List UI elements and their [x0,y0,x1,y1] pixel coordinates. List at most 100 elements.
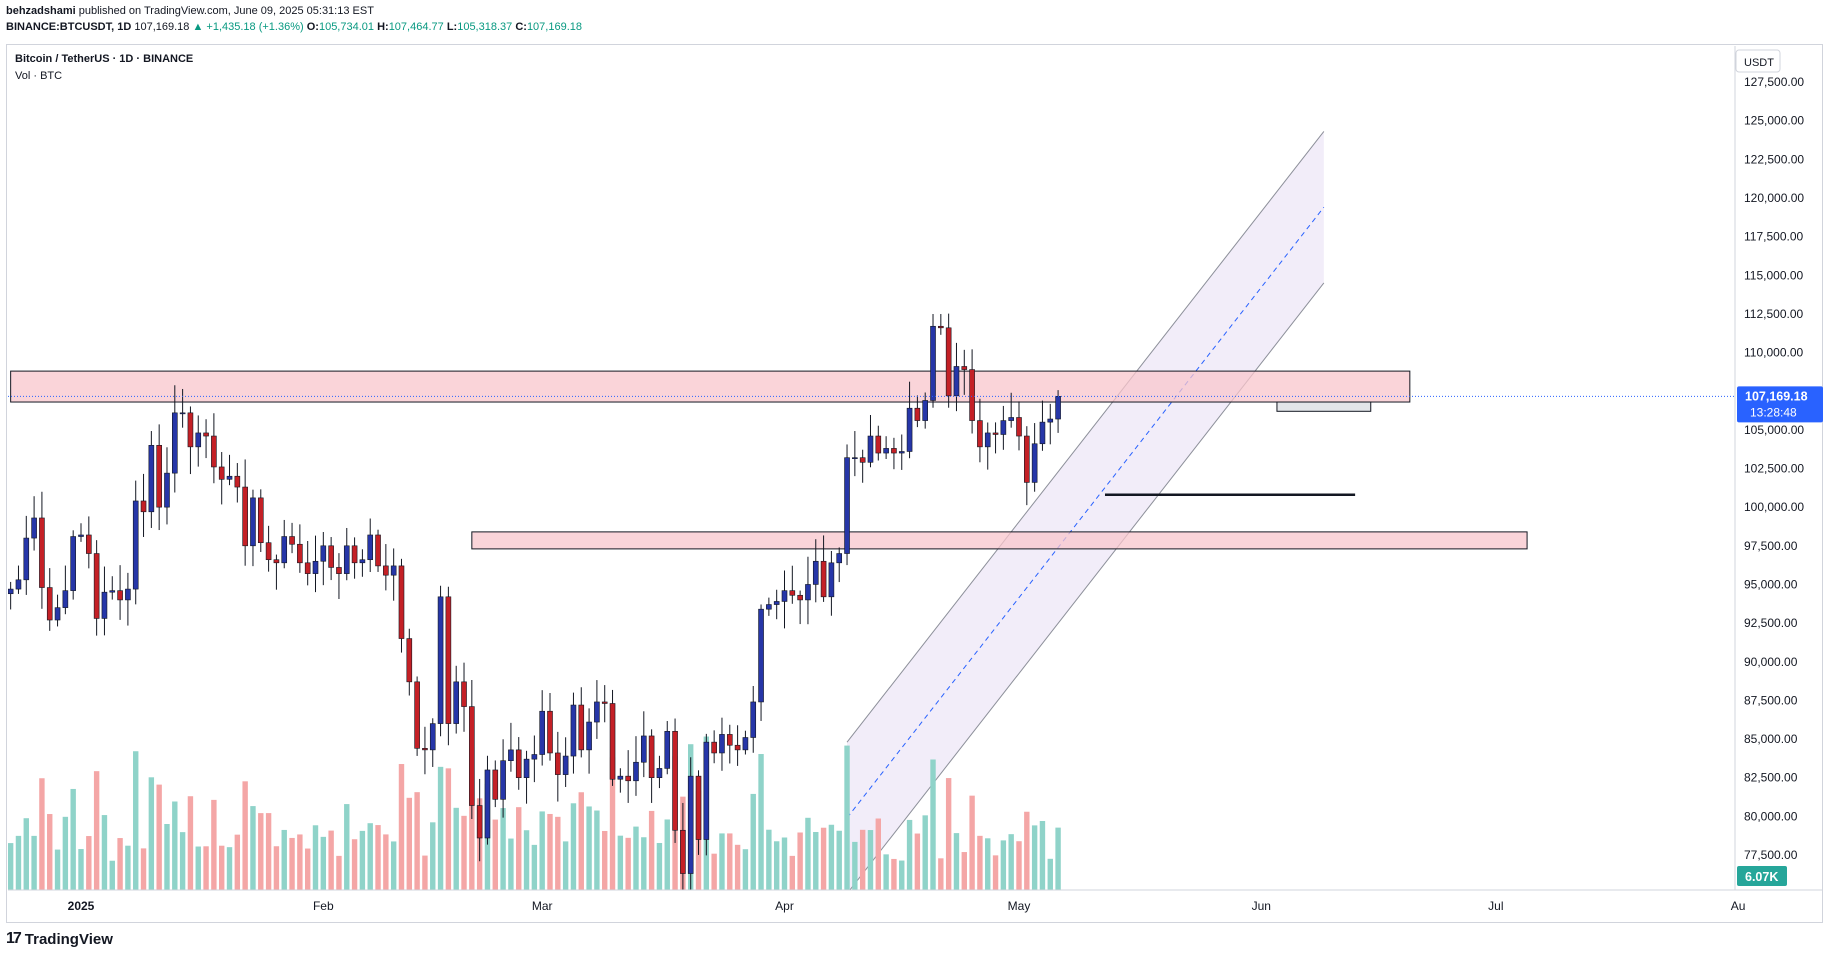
volume-bar [430,822,436,890]
candle-body [953,366,960,397]
volume-bar [390,841,397,890]
candle-body [531,754,538,760]
candle-body [742,737,749,751]
volume-bar [39,778,45,890]
candle-body [961,366,968,370]
volume-bar [187,796,194,890]
candle-body [906,407,913,452]
candle-body [695,775,702,840]
candle-body [312,560,319,574]
candle-body [148,445,155,513]
volume-bar [31,835,37,890]
volume-bar [78,849,84,890]
volume-bar [312,825,319,890]
volume-bar [859,829,866,890]
volume-bar [242,781,248,890]
x-tick-label: Apr [775,899,794,913]
candle-body [78,534,84,537]
channel-fill [847,131,1324,890]
y-tick-label: 112,500.00 [1744,307,1803,321]
low-label: L: [446,21,458,33]
volume-bar [523,830,530,890]
volume-bar [766,829,772,890]
candle-body [578,704,585,751]
candle-body [930,325,936,401]
candle-body [218,466,225,480]
candle-body [789,590,796,596]
candle-body [164,472,170,508]
volume-bar [437,766,444,890]
high-value: 107,464.77 [388,21,444,33]
candle-body [1008,417,1014,421]
volume-bar [383,834,389,890]
candle-body [601,701,608,704]
candle-body [15,579,22,590]
author-name[interactable]: behzadshami [6,5,76,17]
volume-bar [398,764,405,890]
volume-bar [70,788,76,890]
candle-body [891,448,897,454]
volume-bar [172,801,178,890]
candle-body [969,369,975,421]
volume-bar [985,838,991,890]
candle-body [773,601,780,605]
candle-body [484,769,491,839]
candle-body [343,545,350,574]
zone-rect-2 [1276,401,1372,412]
volume-bar [813,831,819,890]
candle-body [289,536,295,545]
volume-bar [219,845,225,890]
volume-bar [23,818,29,890]
candle-body [422,748,428,751]
candle-body [125,588,131,601]
volume-bar [899,860,905,890]
volume-bar [883,854,889,890]
candle-body [844,457,850,554]
y-tick-label: 85,000.00 [1744,732,1798,746]
candle-body [758,608,764,703]
volume-bar [609,757,616,890]
candle-body [938,325,944,329]
candle-body [390,565,397,576]
y-tick-label: 82,500.00 [1744,771,1798,785]
low-value: 105,318.37 [457,21,513,33]
zone-rect-0 [10,370,1411,403]
volume-bar [164,823,170,890]
volume-bar [711,853,717,890]
volume-bar [906,819,913,890]
candle-body [625,775,631,782]
volume-bar [93,771,100,890]
volume-bar [297,834,303,890]
chart-pane[interactable] [6,44,1823,923]
volume-bar [328,830,334,890]
volume-bar [148,777,155,890]
chart-legend-title[interactable]: Bitcoin / TetherUS · 1D · BINANCE [15,53,194,65]
volume-bar [797,832,803,890]
candle-body [101,591,108,619]
close-label: C: [515,21,527,33]
candle-body [273,559,280,564]
candle-body [680,829,686,874]
candle-body [172,412,178,474]
candle-body [867,435,874,463]
volume-bar [234,834,241,890]
channel-median-line [846,206,1325,819]
candle-body [1055,396,1061,420]
volume-bar [336,855,342,890]
volume-legend[interactable]: Vol · BTC [15,70,63,82]
volume-bar [781,837,788,890]
tradingview-brand[interactable]: 17 TradingView [6,930,113,948]
symbol-label: BINANCE:BTCUSDT, 1D [6,21,132,33]
volume-bar [836,830,842,890]
y-tick-label: 117,500.00 [1744,230,1803,244]
x-tick-label: Jul [1488,899,1503,913]
candle-body [586,721,592,751]
volume-bar [562,841,569,890]
zone-rect-1 [471,531,1528,550]
countdown-label: 13:28:48 [1750,405,1797,419]
candle-body [836,553,843,564]
candle-body [570,704,577,757]
candle-body [414,681,420,749]
candle-body [703,741,710,840]
